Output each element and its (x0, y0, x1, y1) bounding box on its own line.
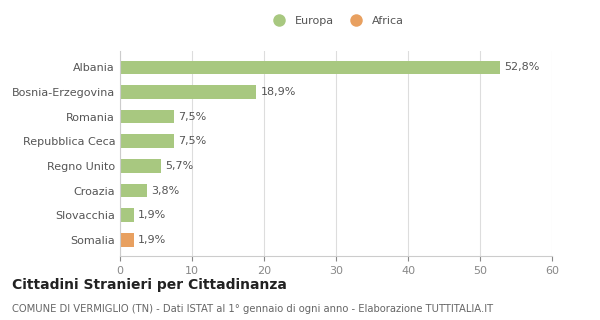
Text: 52,8%: 52,8% (505, 62, 540, 72)
Bar (120, 85, 256, 99)
Text: 7,5%: 7,5% (178, 136, 206, 146)
Text: 18,9%: 18,9% (260, 87, 296, 97)
Text: 3,8%: 3,8% (152, 186, 180, 196)
Text: 5,7%: 5,7% (166, 161, 194, 171)
Bar (120, 134, 174, 148)
Bar (120, 233, 134, 247)
Bar (120, 184, 148, 197)
Bar (120, 110, 174, 124)
Legend: Europa, Africa: Europa, Africa (264, 12, 408, 31)
Bar (120, 159, 161, 173)
Text: Cittadini Stranieri per Cittadinanza: Cittadini Stranieri per Cittadinanza (12, 278, 287, 292)
Text: COMUNE DI VERMIGLIO (TN) - Dati ISTAT al 1° gennaio di ogni anno - Elaborazione : COMUNE DI VERMIGLIO (TN) - Dati ISTAT al… (12, 304, 493, 314)
Bar (120, 208, 134, 222)
Bar (120, 60, 500, 74)
Text: 1,9%: 1,9% (138, 235, 166, 245)
Text: 7,5%: 7,5% (178, 112, 206, 122)
Text: 1,9%: 1,9% (138, 210, 166, 220)
